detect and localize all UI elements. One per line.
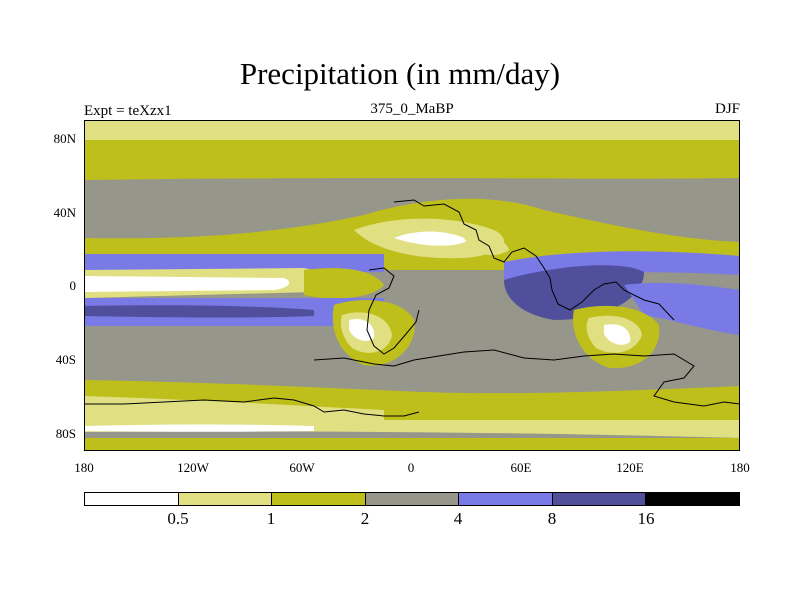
mid-lat-olive-n <box>84 166 740 180</box>
colorbar-label-0-5: 0.5 <box>167 509 189 528</box>
map-title: Precipitation (in mm/day) <box>239 56 561 91</box>
lon-label-120w: 120W <box>177 460 209 475</box>
blue-band-n <box>84 254 384 272</box>
experiment-label: Expt = teXzx1 <box>84 103 172 119</box>
equatorial-white <box>84 276 290 292</box>
lon-label-180e: 180 <box>730 460 750 475</box>
subtropic-white-n <box>394 231 469 246</box>
antarctic-coast-outline <box>84 397 420 417</box>
colorbar-label-4: 4 <box>453 509 463 528</box>
colorbar <box>84 492 740 506</box>
equatorial-olive <box>304 268 384 299</box>
blue-west-pacific <box>624 282 740 335</box>
precipitation-map <box>84 120 740 451</box>
lon-label-180w: 180 <box>74 460 94 475</box>
map-frame <box>84 120 740 451</box>
lat-label-40n: 40N <box>53 205 76 220</box>
colorbar-segment-1 <box>85 493 179 505</box>
northern-coast-outline <box>393 199 675 321</box>
colorbar-segment-4 <box>365 493 460 505</box>
lon-label-60w: 60W <box>289 460 315 475</box>
lon-label-60e: 60E <box>510 460 532 475</box>
polar-olive-band-n <box>84 140 740 166</box>
colorbar-label-2: 2 <box>360 509 370 528</box>
colorbar-segment-7 <box>646 493 740 505</box>
precip-field <box>84 120 740 451</box>
australia-white <box>604 324 631 345</box>
season-label: DJF <box>714 101 740 117</box>
polar-olive-band-s <box>84 438 740 451</box>
colorbar-segment-3 <box>272 493 366 505</box>
lon-label-0: 0 <box>407 460 415 475</box>
colorbar-label-16: 16 <box>637 509 655 528</box>
lat-label-40s: 40S <box>55 352 76 367</box>
colorbar-segment-2 <box>178 493 273 505</box>
polar-light-band-n <box>84 120 740 140</box>
colorbar-label-8: 8 <box>547 509 557 528</box>
antarctic-white <box>84 424 314 432</box>
colorbar-segment-6 <box>552 493 647 505</box>
time-label: 375_0_MaBP <box>370 101 454 117</box>
equatorial-coast-outline <box>366 267 420 355</box>
lat-label-0: 0 <box>69 278 77 293</box>
coastline-outlines <box>84 199 740 417</box>
lat-label-80n: 80N <box>53 131 76 146</box>
antarctic-light <box>84 420 740 438</box>
colorbar-label-1: 1 <box>266 509 276 528</box>
southern-coast-outline <box>313 349 740 407</box>
lon-label-120e: 120E <box>616 460 644 475</box>
colorbar-segment-5 <box>459 493 553 505</box>
navy-strip-s <box>84 305 314 318</box>
lat-label-80s: 80S <box>55 426 76 441</box>
